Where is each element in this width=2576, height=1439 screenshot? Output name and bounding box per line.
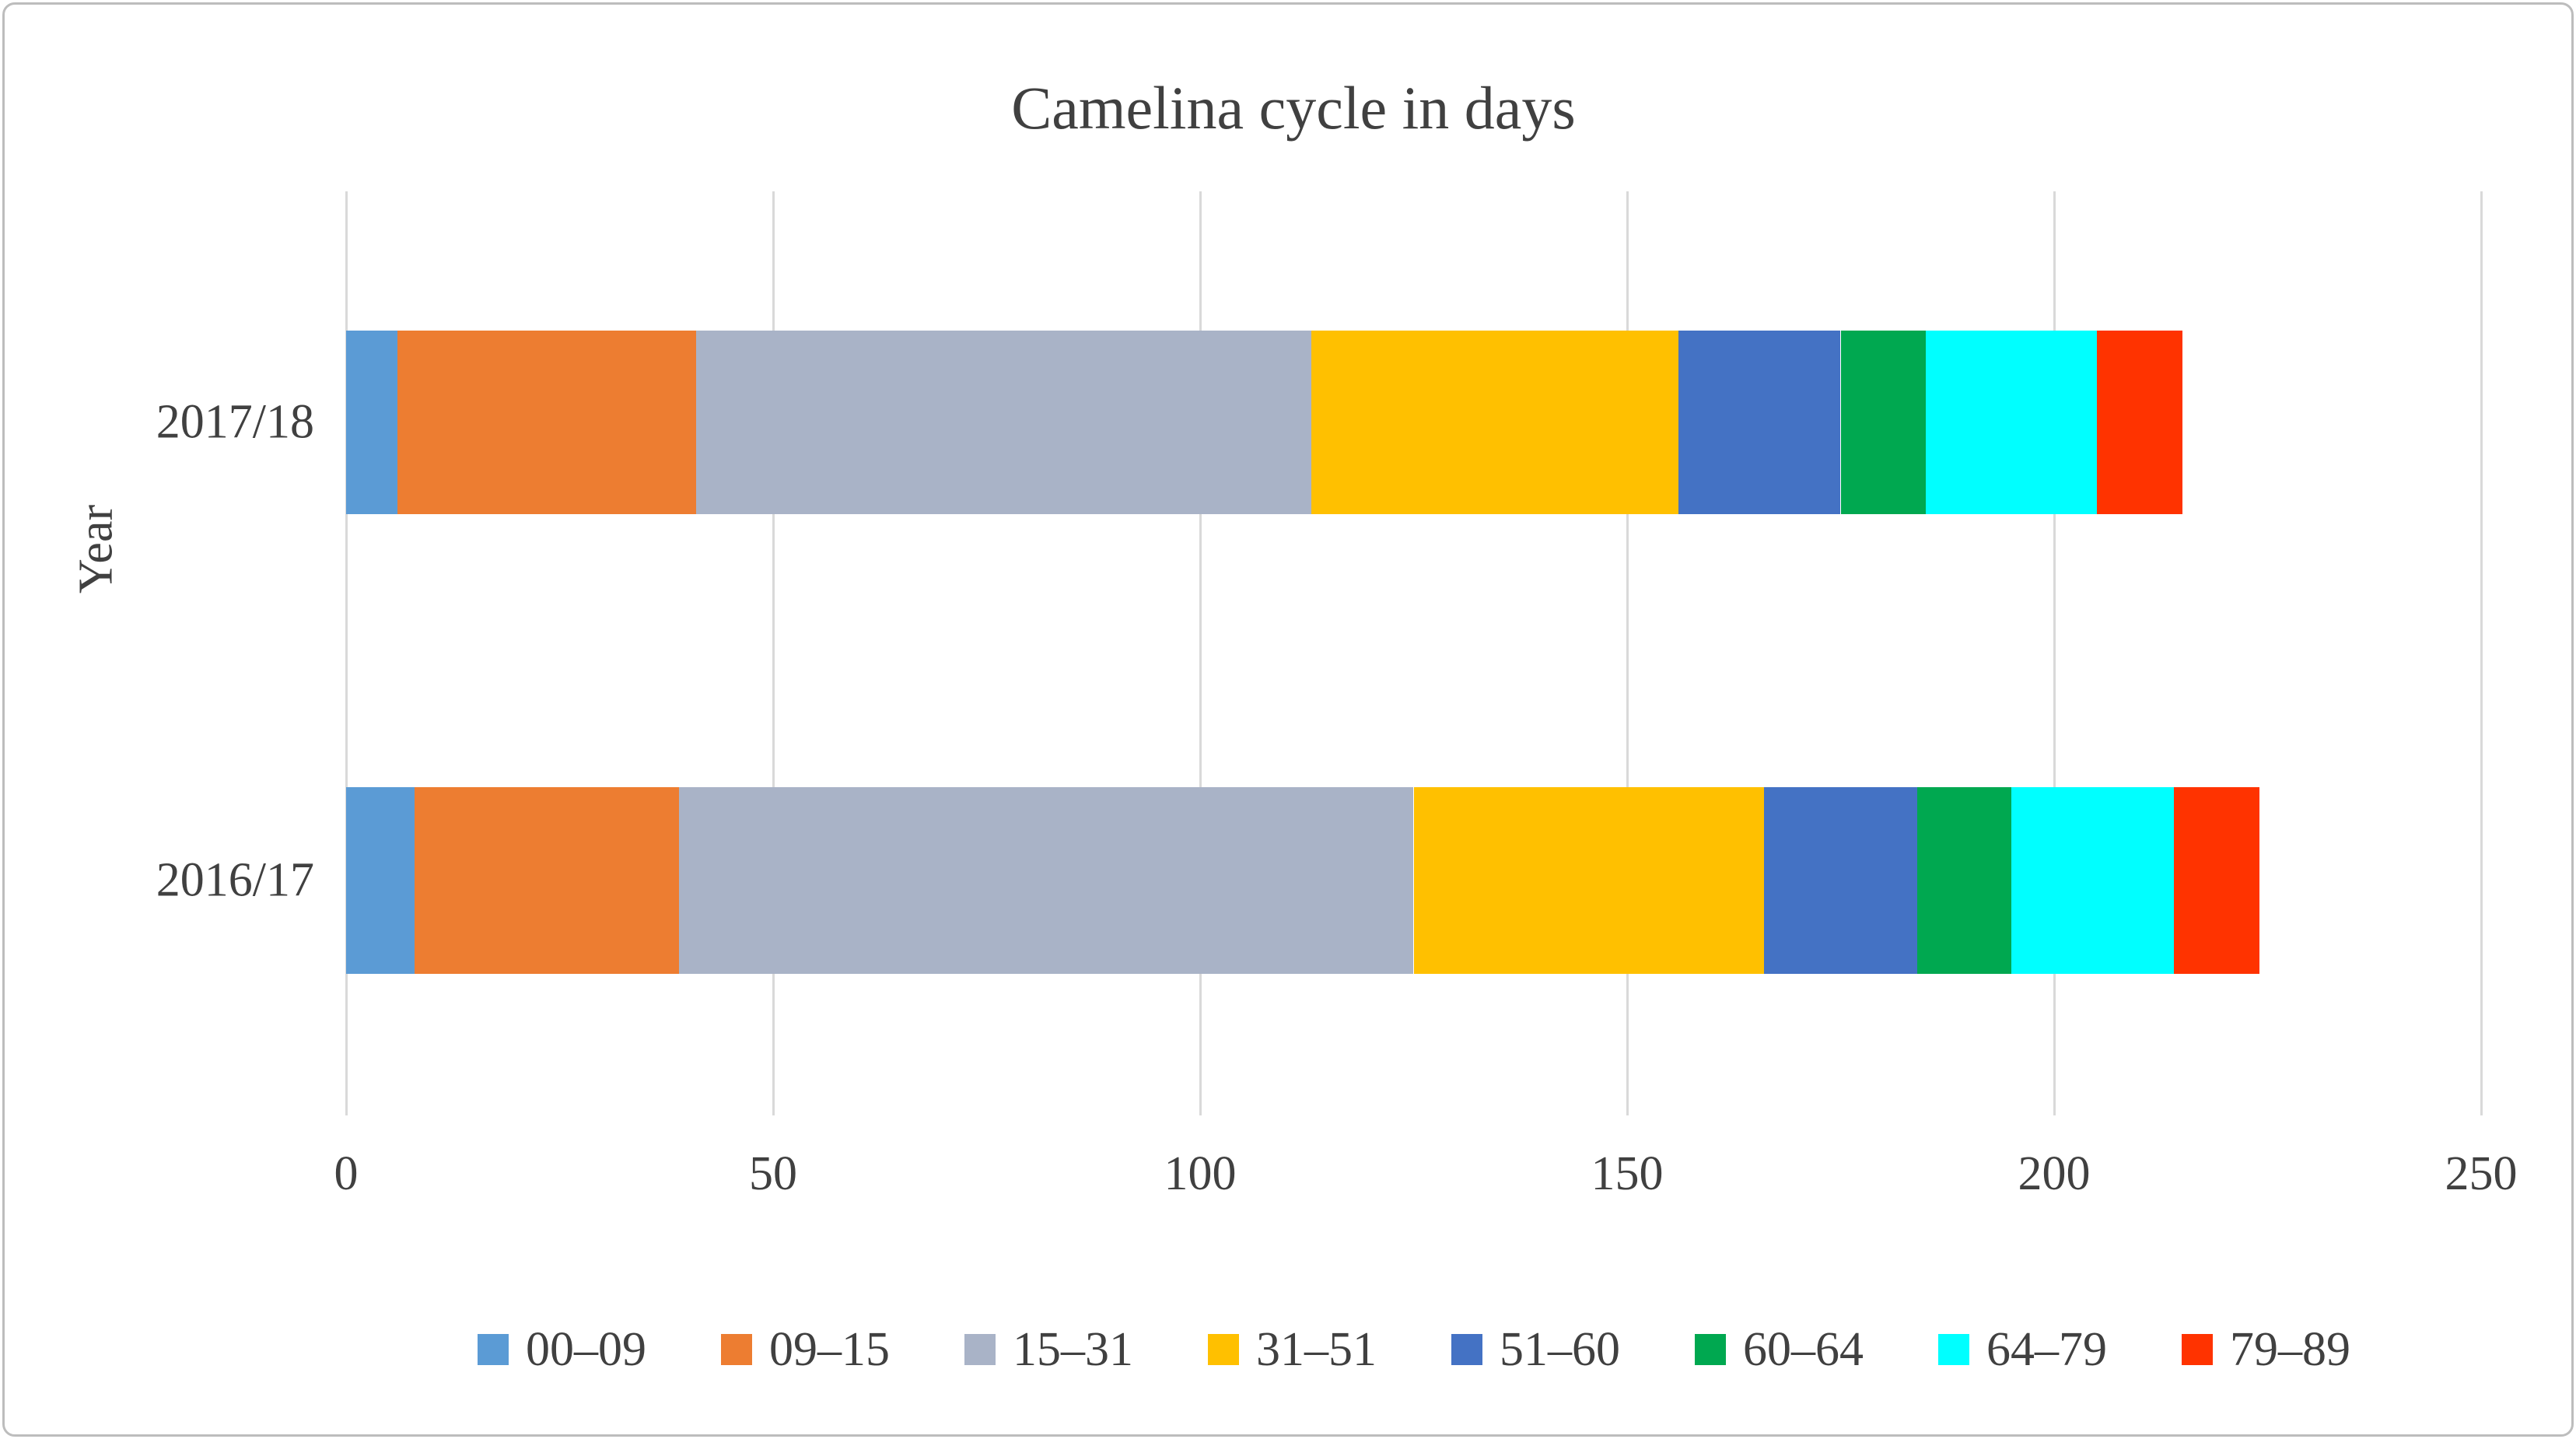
legend-swatch-icon xyxy=(1695,1334,1726,1365)
legend-item-09–15: 09–15 xyxy=(721,1322,890,1378)
gridline-0 xyxy=(345,191,348,1115)
x-tick-label-150: 150 xyxy=(1591,1147,1664,1200)
chart-title: Camelina cycle in days xyxy=(1011,74,1576,142)
legend-swatch-icon xyxy=(964,1334,996,1365)
legend: 00–09 09–15 15–31 31–51 51–60 60–64 64–79 79–89 xyxy=(346,1322,2482,1377)
legend-item-00–09: 00–09 xyxy=(478,1322,646,1378)
legend-label: 60–64 xyxy=(1743,1322,1864,1376)
legend-swatch-icon xyxy=(1451,1334,1482,1365)
legend-label: 64–79 xyxy=(1986,1322,2107,1376)
bar-segment-2016-17-79–89 xyxy=(2173,787,2259,974)
legend-label: 09–15 xyxy=(769,1322,890,1376)
x-tick-label-200: 200 xyxy=(2018,1147,2091,1200)
gridline-250 xyxy=(2480,191,2483,1115)
legend-label: 31–51 xyxy=(1256,1322,1377,1376)
legend-item-51–60: 51–60 xyxy=(1451,1322,1620,1378)
gridline-50 xyxy=(772,191,775,1115)
bar-segment-2017-18-60–64 xyxy=(1840,331,1927,514)
plot-area: 0 50 100 150 200 250 2017/18 2016/17 xyxy=(5,5,2571,1434)
gridline-150 xyxy=(1626,191,1629,1115)
bar-segment-2017-18-15–31 xyxy=(696,331,1311,514)
legend-swatch-icon xyxy=(721,1334,752,1365)
legend-label: 15–31 xyxy=(1013,1322,1133,1376)
legend-swatch-icon xyxy=(1208,1334,1239,1365)
legend-swatch-icon xyxy=(1938,1334,1969,1365)
gridline-100 xyxy=(1199,191,1202,1115)
legend-item-79–89: 79–89 xyxy=(2182,1322,2350,1378)
y-category-label-2016-17: 2016/17 xyxy=(156,853,314,907)
bar-segment-2016-17-51–60 xyxy=(1763,787,1918,974)
legend-swatch-icon xyxy=(478,1334,509,1365)
legend-label: 00–09 xyxy=(526,1322,646,1376)
y-axis-title: Year xyxy=(69,504,123,594)
bar-segment-2017-18-09–15 xyxy=(397,331,697,514)
bar-segment-2016-17-00–09 xyxy=(346,787,415,974)
bar-segment-2016-17-31–51 xyxy=(1413,787,1764,974)
bar-segment-2016-17-64–79 xyxy=(2011,787,2174,974)
bar-segment-2016-17-09–15 xyxy=(414,787,680,974)
legend-item-31–51: 31–51 xyxy=(1208,1322,1377,1378)
legend-label: 51–60 xyxy=(1500,1322,1620,1376)
legend-item-60–64: 60–64 xyxy=(1695,1322,1864,1378)
gridline-200 xyxy=(2053,191,2056,1115)
legend-swatch-icon xyxy=(2182,1334,2213,1365)
x-tick-label-100: 100 xyxy=(1164,1147,1237,1200)
x-tick-label-250: 250 xyxy=(2445,1147,2518,1200)
y-category-label-2017-18: 2017/18 xyxy=(156,395,314,449)
legend-item-64–79: 64–79 xyxy=(1938,1322,2107,1378)
x-tick-label-0: 0 xyxy=(334,1147,359,1200)
bar-segment-2017-18-51–60 xyxy=(1678,331,1841,514)
legend-item-15–31: 15–31 xyxy=(964,1322,1133,1378)
x-tick-label-50: 50 xyxy=(749,1147,797,1200)
legend-label: 79–89 xyxy=(2230,1322,2350,1376)
bar-segment-2017-18-00–09 xyxy=(346,331,397,514)
bar-segment-2016-17-60–64 xyxy=(1917,787,2012,974)
bar-segment-2016-17-15–31 xyxy=(679,787,1414,974)
bar-segment-2017-18-64–79 xyxy=(1926,331,2097,514)
bar-segment-2017-18-79–89 xyxy=(2096,331,2182,514)
bar-segment-2017-18-31–51 xyxy=(1311,331,1678,514)
